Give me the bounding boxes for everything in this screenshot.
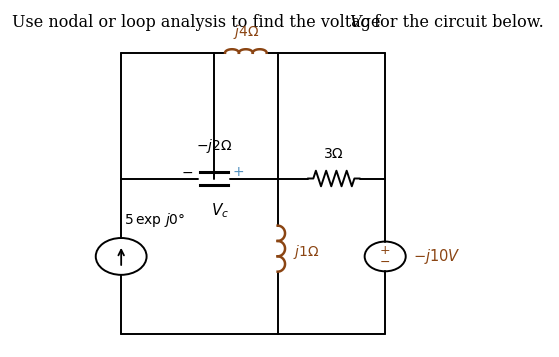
- Text: Use nodal or loop analysis to find the voltage: Use nodal or loop analysis to find the v…: [12, 14, 386, 31]
- Text: −: −: [380, 256, 390, 269]
- Text: $j4\Omega$: $j4\Omega$: [233, 24, 259, 41]
- Text: $V_c$: $V_c$: [211, 201, 229, 220]
- Text: $5\,\exp\,j0°$: $5\,\exp\,j0°$: [124, 211, 186, 229]
- Text: for the circuit below.: for the circuit below.: [369, 14, 544, 31]
- Text: $-$: $-$: [181, 165, 193, 179]
- Text: $3\Omega$: $3\Omega$: [323, 147, 344, 161]
- Text: +: +: [380, 244, 391, 257]
- Text: $+$: $+$: [233, 165, 245, 179]
- Text: $-j2\Omega$: $-j2\Omega$: [196, 137, 233, 156]
- Text: $j1\Omega$: $j1\Omega$: [293, 243, 320, 261]
- Text: $-j10V$: $-j10V$: [413, 247, 461, 266]
- Text: Vc: Vc: [349, 14, 370, 31]
